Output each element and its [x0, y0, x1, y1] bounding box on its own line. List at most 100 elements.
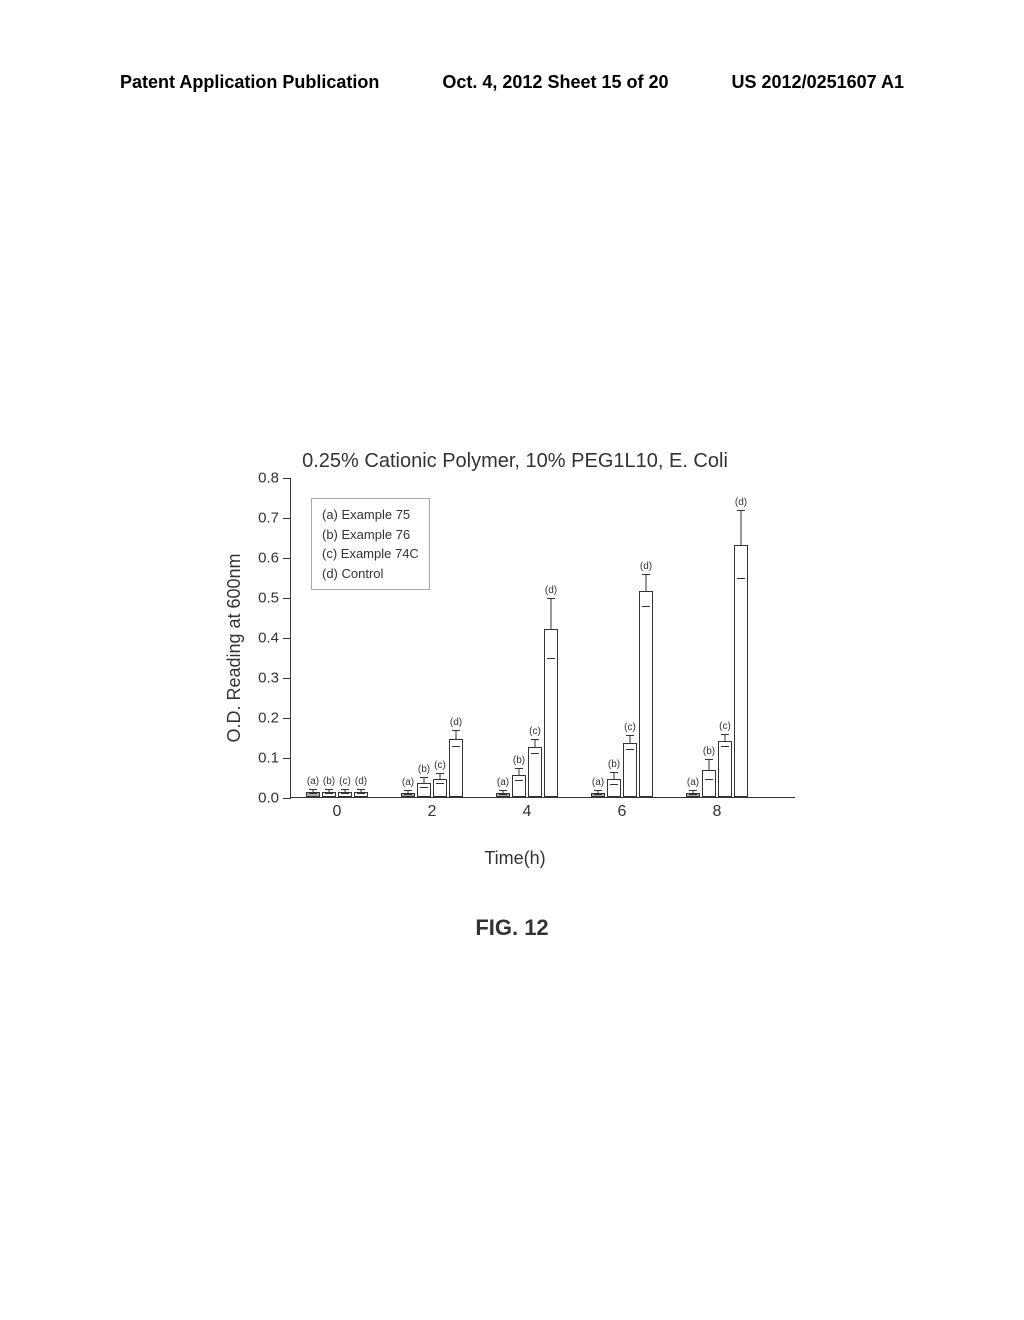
error-bar — [424, 778, 425, 783]
error-cap — [721, 734, 729, 735]
bar — [528, 747, 542, 797]
y-tick-label: 0.2 — [258, 710, 279, 727]
error-cap — [626, 735, 634, 736]
error-cap — [309, 793, 317, 794]
error-bar — [503, 791, 504, 793]
error-cap — [420, 787, 428, 788]
chart: 0.25% Cationic Polymer, 10% PEG1L10, E. … — [235, 450, 795, 870]
x-tick-label: 6 — [618, 803, 627, 821]
y-tick-label: 0.0 — [258, 790, 279, 807]
error-cap — [515, 768, 523, 769]
error-bar — [693, 791, 694, 793]
error-bar — [709, 760, 710, 770]
legend-item-b: (b) Example 76 — [322, 525, 419, 545]
error-bar — [440, 774, 441, 779]
error-bar — [535, 740, 536, 747]
bar-series-label: (a) — [592, 777, 604, 788]
y-tick-label: 0.3 — [258, 670, 279, 687]
bar-series-label: (a) — [497, 777, 509, 788]
error-cap — [325, 793, 333, 794]
y-tick-label: 0.4 — [258, 630, 279, 647]
error-cap — [689, 790, 697, 791]
error-cap — [531, 739, 539, 740]
bar-series-label: (d) — [735, 497, 747, 508]
error-cap — [642, 574, 650, 575]
y-axis-label: O.D. Reading at 600nm — [224, 553, 245, 742]
y-tick-label: 0.1 — [258, 750, 279, 767]
error-cap — [547, 658, 555, 659]
bar — [433, 779, 447, 797]
bar-series-label: (c) — [624, 722, 636, 733]
bar — [607, 779, 621, 797]
bar-series-label: (c) — [434, 760, 446, 771]
y-tick-label: 0.6 — [258, 550, 279, 567]
bar-series-label: (d) — [545, 585, 557, 596]
error-cap — [737, 578, 745, 579]
bar-series-label: (b) — [418, 764, 430, 775]
error-cap — [705, 779, 713, 780]
bar — [639, 591, 653, 797]
error-bar — [313, 790, 314, 792]
plot-inner: (a) Example 75 (b) Example 76 (c) Exampl… — [290, 478, 795, 798]
plot-area: O.D. Reading at 600nm (a) Example 75 (b)… — [235, 478, 795, 818]
y-tick — [283, 758, 291, 759]
x-axis-label: Time(h) — [235, 848, 795, 869]
y-tick — [283, 558, 291, 559]
error-cap — [531, 753, 539, 754]
error-cap — [325, 789, 333, 790]
bar — [623, 743, 637, 797]
legend-item-c: (c) Example 74C — [322, 544, 419, 564]
error-cap — [436, 783, 444, 784]
bar — [544, 629, 558, 797]
bar-series-label: (b) — [703, 746, 715, 757]
figure-label: FIG. 12 — [0, 915, 1024, 941]
error-cap — [594, 790, 602, 791]
bar-series-label: (b) — [608, 759, 620, 770]
bar-series-label: (a) — [307, 776, 319, 787]
error-cap — [452, 746, 460, 747]
header-center: Oct. 4, 2012 Sheet 15 of 20 — [442, 72, 668, 93]
legend-item-d: (d) Control — [322, 564, 419, 584]
y-tick — [283, 598, 291, 599]
error-bar — [361, 790, 362, 792]
bar — [702, 770, 716, 797]
bar-series-label: (c) — [719, 721, 731, 732]
y-tick-label: 0.5 — [258, 590, 279, 607]
y-tick — [283, 718, 291, 719]
header-right: US 2012/0251607 A1 — [732, 72, 904, 93]
error-bar — [408, 791, 409, 793]
error-bar — [725, 735, 726, 741]
error-bar — [646, 575, 647, 591]
error-bar — [741, 511, 742, 545]
error-cap — [689, 794, 697, 795]
bar-series-label: (a) — [687, 777, 699, 788]
bar-series-label: (d) — [640, 561, 652, 572]
chart-title: 0.25% Cationic Polymer, 10% PEG1L10, E. … — [235, 450, 795, 473]
bar-series-label: (d) — [450, 717, 462, 728]
error-bar — [329, 790, 330, 792]
y-tick — [283, 638, 291, 639]
error-bar — [630, 736, 631, 743]
bar — [734, 545, 748, 797]
error-cap — [452, 730, 460, 731]
bar — [512, 775, 526, 797]
error-cap — [357, 789, 365, 790]
error-bar — [456, 731, 457, 739]
error-cap — [357, 793, 365, 794]
bar-series-label: (c) — [339, 776, 351, 787]
error-cap — [436, 773, 444, 774]
error-cap — [547, 598, 555, 599]
y-tick — [283, 678, 291, 679]
error-cap — [721, 746, 729, 747]
x-tick-label: 2 — [428, 803, 437, 821]
header-left: Patent Application Publication — [120, 72, 379, 93]
error-bar — [551, 599, 552, 629]
x-tick-label: 0 — [333, 803, 342, 821]
error-bar — [519, 769, 520, 775]
error-cap — [404, 794, 412, 795]
bar-series-label: (c) — [529, 726, 541, 737]
x-tick-label: 4 — [523, 803, 532, 821]
error-bar — [345, 790, 346, 792]
error-cap — [404, 790, 412, 791]
bar — [449, 739, 463, 797]
